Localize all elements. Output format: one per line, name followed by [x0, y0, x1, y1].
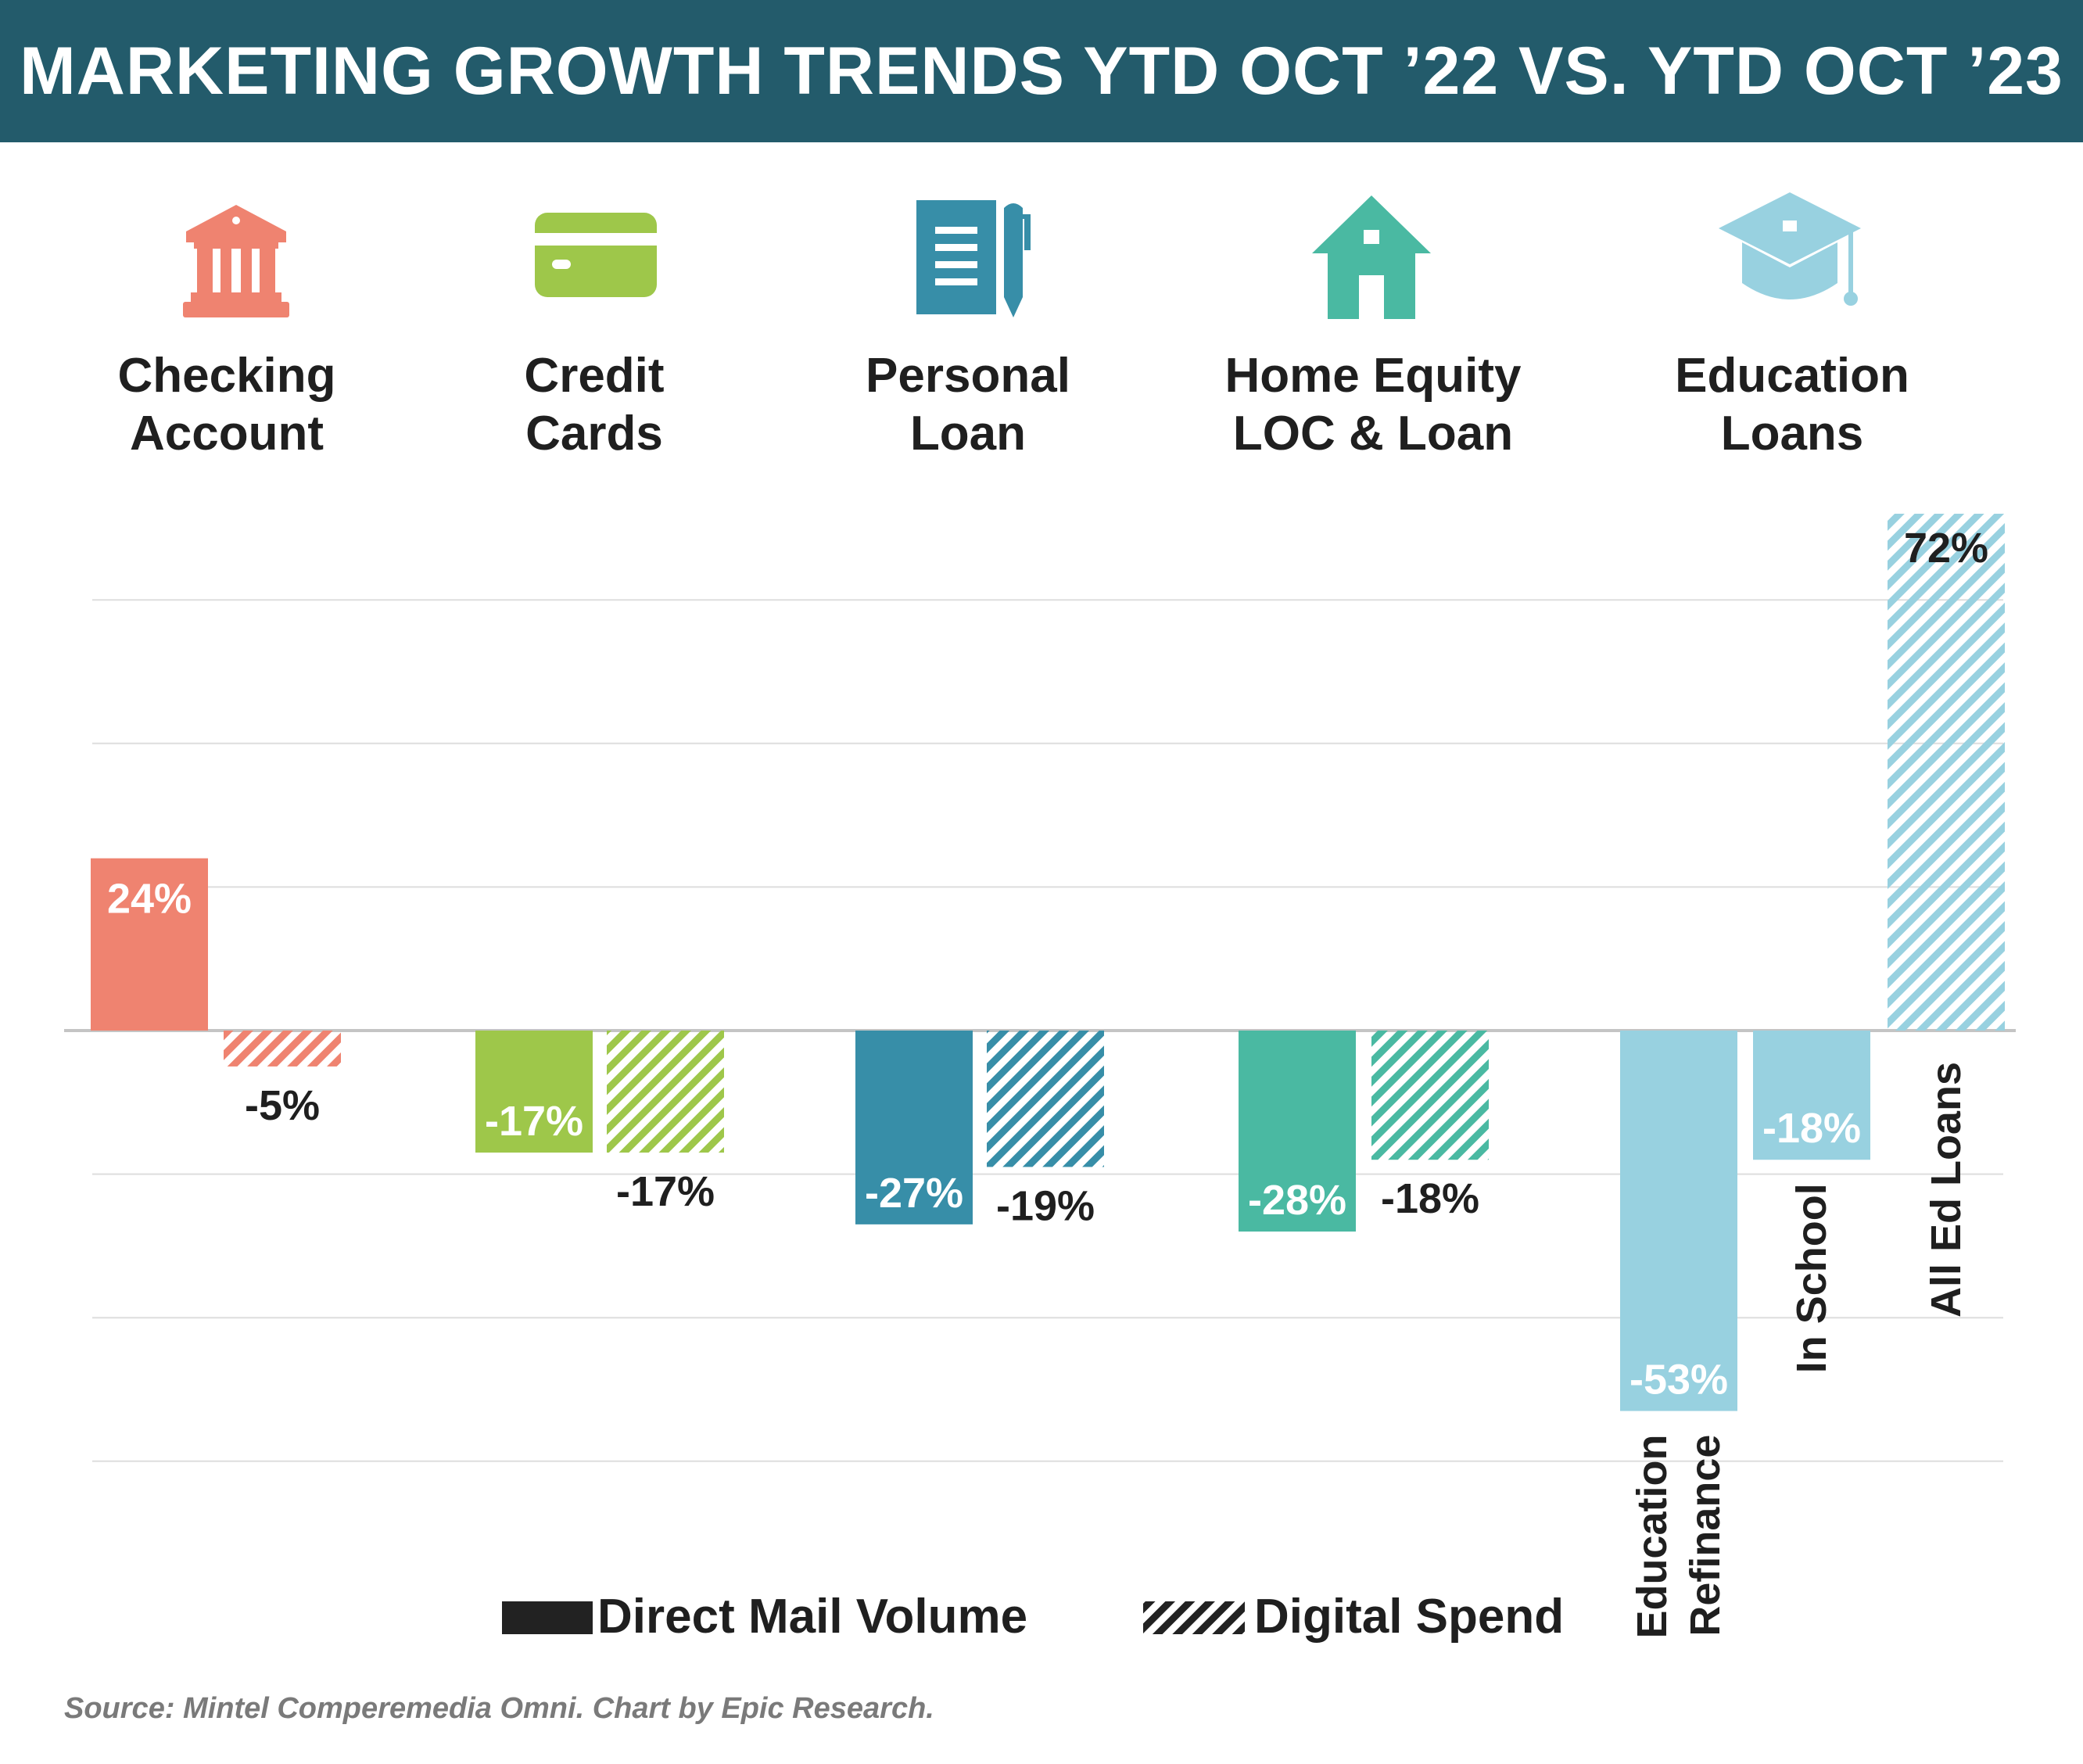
- category-label-education: Education Loans: [1675, 349, 1909, 461]
- bank-icon: [183, 205, 289, 317]
- category-label-personal-loan: Personal Loan: [866, 349, 1070, 461]
- legend-swatch-direct-mail: [502, 1601, 593, 1634]
- data-label-9: -18%: [1762, 1105, 1861, 1152]
- bar-credit-cards-digital-3: [607, 1031, 724, 1153]
- bar-personal-loan-digital-5: [987, 1031, 1104, 1167]
- data-label-4: -27%: [865, 1170, 963, 1217]
- sublabel-in-school: In School: [1788, 1183, 1835, 1373]
- bar-credit-cards-direct-mail-2: [475, 1031, 593, 1153]
- bar-education-loans-digital-10: [1888, 514, 2005, 1031]
- legend-label-direct-mail: Direct Mail Volume: [597, 1590, 1027, 1644]
- data-label-3: -17%: [616, 1168, 715, 1215]
- header-banner: [0, 0, 2083, 142]
- chart-title: MARKETING GROWTH TRENDS YTD OCT ’22 VS. …: [20, 34, 2063, 109]
- data-label-6: -28%: [1248, 1177, 1346, 1224]
- bar-education-loans-direct-mail-9: [1753, 1031, 1870, 1160]
- category-label-credit-cards: Credit Cards: [524, 349, 665, 461]
- legend-swatch-digital: [1143, 1601, 1245, 1634]
- data-label-7: -18%: [1381, 1175, 1479, 1222]
- data-label-0: 24%: [107, 876, 192, 923]
- data-label-8: -53%: [1629, 1357, 1728, 1404]
- bar-personal-loan-direct-mail-4: [855, 1031, 973, 1224]
- document-pen-icon: [916, 200, 1031, 317]
- source-note: Source: Mintel Comperemedia Omni. Chart …: [64, 1692, 934, 1725]
- data-label-1: -5%: [245, 1082, 320, 1129]
- graduation-cap-icon: [1719, 192, 1861, 306]
- sublabel-all-ed-loans: All Ed Loans: [1923, 1062, 1970, 1318]
- category-label-checking: Checking Account: [117, 349, 336, 461]
- bar-education-loans-direct-mail-8: [1620, 1031, 1737, 1411]
- house-icon: [1312, 195, 1431, 319]
- bar-checking-account-direct-mail-0: [91, 858, 208, 1031]
- bar-home-equity-loc-loan-digital-7: [1371, 1031, 1489, 1160]
- data-label-2: -17%: [485, 1098, 583, 1145]
- bar-home-equity-loc-loan-direct-mail-6: [1239, 1031, 1356, 1232]
- sublabel-education: Education: [1629, 1435, 1676, 1639]
- legend-label-digital: Digital Spend: [1254, 1590, 1564, 1644]
- credit-card-icon: [535, 213, 657, 297]
- category-label-home-equity: Home Equity LOC & Loan: [1224, 349, 1522, 461]
- bar-checking-account-digital-1: [224, 1031, 341, 1067]
- data-label-5: -19%: [996, 1182, 1095, 1229]
- sublabel-refinance: Refinance: [1682, 1435, 1729, 1637]
- data-label-10: 72%: [1904, 525, 1988, 572]
